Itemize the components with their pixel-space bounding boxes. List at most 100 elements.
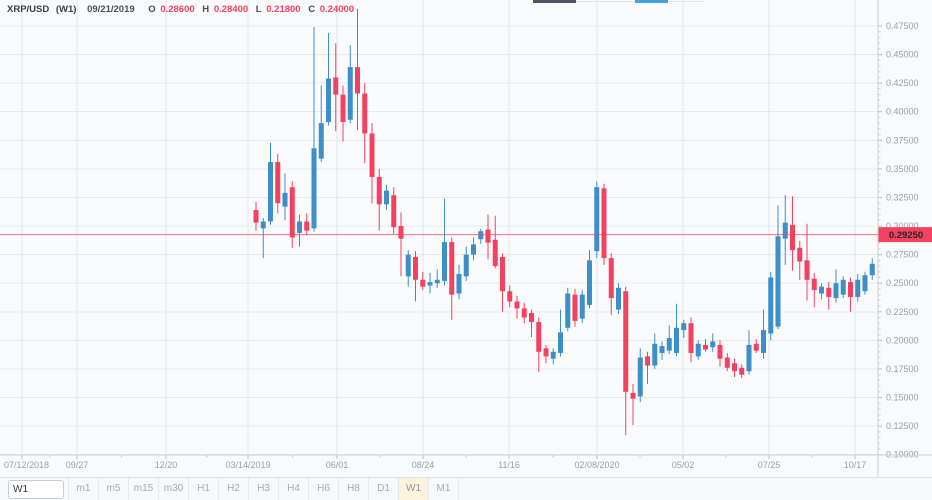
candle[interactable] bbox=[420, 271, 426, 291]
candle[interactable] bbox=[819, 283, 824, 300]
candle[interactable] bbox=[391, 187, 397, 235]
candle[interactable] bbox=[848, 277, 853, 312]
candle[interactable] bbox=[355, 8, 360, 131]
candle[interactable] bbox=[413, 251, 418, 302]
candle[interactable] bbox=[790, 196, 795, 271]
candle[interactable] bbox=[732, 358, 737, 377]
candle[interactable] bbox=[840, 276, 846, 299]
candle[interactable] bbox=[652, 333, 658, 369]
candle[interactable] bbox=[434, 269, 440, 288]
timeframe-button-H2[interactable]: H2 bbox=[219, 478, 249, 500]
candle[interactable] bbox=[659, 341, 665, 360]
candle[interactable] bbox=[340, 85, 346, 142]
timeframe-button-m5[interactable]: m5 bbox=[99, 478, 129, 500]
candle[interactable] bbox=[478, 228, 484, 244]
candle[interactable] bbox=[862, 271, 868, 295]
timeframe-button-H6[interactable]: H6 bbox=[309, 478, 339, 500]
candle[interactable] bbox=[587, 250, 592, 309]
timeframe-button-m15[interactable]: m15 bbox=[129, 478, 159, 500]
candle[interactable] bbox=[768, 271, 774, 341]
candle[interactable] bbox=[311, 27, 317, 232]
candle[interactable] bbox=[637, 348, 643, 403]
candle[interactable] bbox=[775, 205, 781, 329]
candle[interactable] bbox=[811, 272, 817, 308]
candle[interactable] bbox=[326, 32, 331, 126]
candle[interactable] bbox=[492, 215, 498, 269]
candle[interactable] bbox=[260, 218, 266, 259]
candle[interactable] bbox=[268, 142, 273, 225]
candle[interactable] bbox=[463, 246, 469, 281]
candle[interactable] bbox=[304, 213, 310, 236]
candle[interactable] bbox=[855, 274, 861, 302]
candle[interactable] bbox=[514, 295, 520, 319]
candle[interactable] bbox=[797, 240, 803, 280]
candle[interactable] bbox=[826, 282, 832, 310]
candle[interactable] bbox=[558, 309, 563, 357]
candle[interactable] bbox=[601, 183, 607, 265]
candle[interactable] bbox=[529, 309, 534, 337]
candle[interactable] bbox=[289, 181, 295, 248]
candle[interactable] bbox=[384, 184, 389, 211]
candle[interactable] bbox=[550, 348, 556, 365]
candle[interactable] bbox=[695, 340, 701, 360]
candle[interactable] bbox=[630, 383, 636, 425]
candle[interactable] bbox=[710, 333, 716, 352]
candle[interactable] bbox=[761, 309, 766, 359]
candle[interactable] bbox=[318, 85, 324, 163]
timeframe-button-M1[interactable]: M1 bbox=[429, 478, 459, 500]
candle[interactable] bbox=[565, 287, 571, 332]
candle[interactable] bbox=[746, 330, 752, 375]
candle[interactable] bbox=[449, 237, 455, 320]
candle[interactable] bbox=[405, 250, 411, 287]
candle[interactable] bbox=[645, 351, 650, 384]
candle[interactable] bbox=[594, 181, 600, 259]
timeframe-button-H1[interactable]: H1 bbox=[189, 478, 219, 500]
candle[interactable] bbox=[674, 303, 679, 357]
candle[interactable] bbox=[521, 302, 527, 324]
candle[interactable] bbox=[333, 43, 339, 132]
candle[interactable] bbox=[717, 340, 723, 367]
candle[interactable] bbox=[616, 283, 621, 315]
candle[interactable] bbox=[398, 212, 404, 277]
timeframe-button-H8[interactable]: H8 bbox=[339, 478, 369, 500]
candle[interactable] bbox=[688, 317, 694, 363]
candle[interactable] bbox=[536, 317, 542, 372]
candle[interactable] bbox=[703, 339, 708, 352]
candle[interactable] bbox=[282, 173, 288, 221]
timeframe-button-H4[interactable]: H4 bbox=[279, 478, 309, 500]
candle[interactable] bbox=[347, 45, 353, 124]
candle[interactable] bbox=[666, 325, 672, 355]
timeframe-button-W1[interactable]: W1 bbox=[399, 478, 429, 500]
candle[interactable] bbox=[623, 286, 629, 436]
timeframe-button-D1[interactable]: D1 bbox=[369, 478, 399, 500]
candle[interactable] bbox=[543, 344, 549, 364]
candle[interactable] bbox=[724, 352, 730, 372]
candle[interactable] bbox=[739, 364, 745, 379]
candle[interactable] bbox=[376, 168, 382, 231]
candle[interactable] bbox=[471, 237, 476, 261]
candle[interactable] bbox=[362, 83, 368, 164]
timeframe-button-m1[interactable]: m1 bbox=[69, 478, 99, 500]
timeframe-button-m30[interactable]: m30 bbox=[159, 478, 189, 500]
candle[interactable] bbox=[369, 123, 375, 204]
candle[interactable] bbox=[485, 214, 491, 260]
candle[interactable] bbox=[456, 264, 462, 300]
candle[interactable] bbox=[782, 195, 788, 265]
candle[interactable] bbox=[579, 290, 585, 324]
candle[interactable] bbox=[833, 269, 839, 303]
timeframe-input[interactable] bbox=[8, 479, 64, 499]
candle[interactable] bbox=[608, 253, 614, 316]
candle[interactable] bbox=[572, 288, 578, 327]
candle[interactable] bbox=[500, 253, 505, 312]
price-chart-canvas[interactable]: 0.47500 0.45000 0.42500 0.40000 0.37500 0.350… bbox=[0, 0, 932, 477]
candle[interactable] bbox=[253, 202, 259, 231]
timeframe-button-H3[interactable]: H3 bbox=[249, 478, 279, 500]
candle[interactable] bbox=[804, 223, 810, 301]
candle[interactable] bbox=[275, 154, 281, 214]
candle[interactable] bbox=[427, 272, 433, 294]
candle[interactable] bbox=[681, 319, 687, 339]
candle[interactable] bbox=[507, 285, 513, 308]
candle[interactable] bbox=[297, 214, 302, 247]
candle[interactable] bbox=[753, 339, 759, 353]
candle[interactable] bbox=[442, 198, 447, 286]
